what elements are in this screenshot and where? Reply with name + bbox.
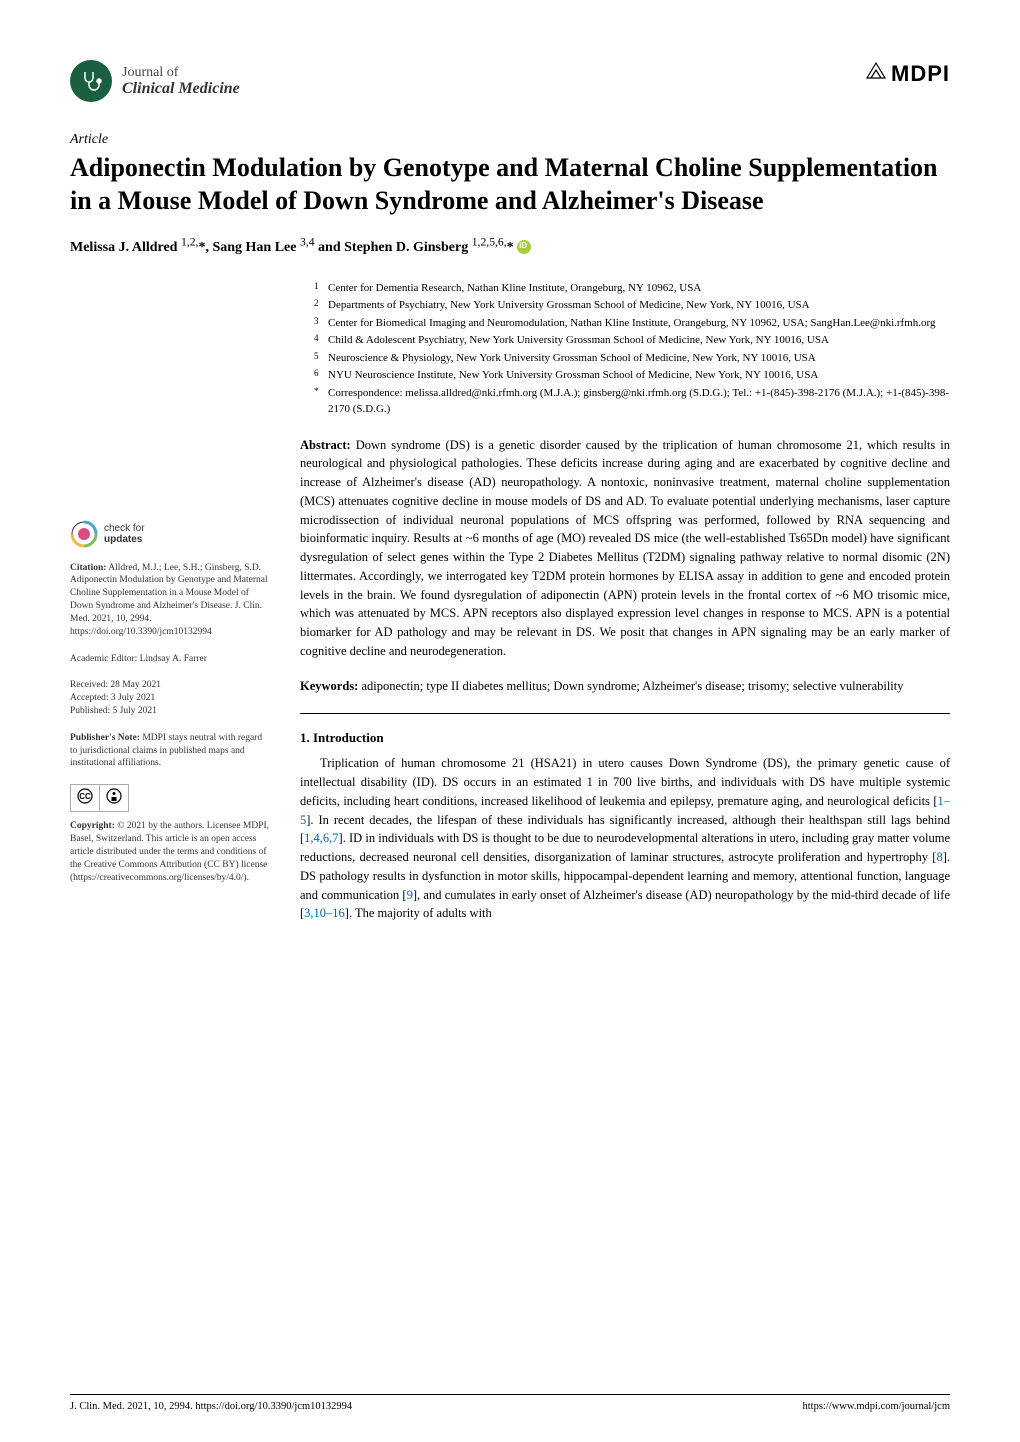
affiliation-number: 6 xyxy=(314,367,328,384)
publisher-name: MDPI xyxy=(891,61,950,87)
reference-link[interactable]: 1–5 xyxy=(300,794,950,827)
accepted-label: Accepted: xyxy=(70,693,111,703)
affiliation-number: 5 xyxy=(314,350,328,367)
accepted-date: 3 July 2021 xyxy=(111,693,155,703)
published-date: 5 July 2021 xyxy=(113,706,157,716)
footer: J. Clin. Med. 2021, 10, 2994. https://do… xyxy=(70,1394,950,1412)
received-date: 28 May 2021 xyxy=(110,680,161,690)
footer-left: J. Clin. Med. 2021, 10, 2994. https://do… xyxy=(70,1401,352,1412)
affiliation-row: 2Departments of Psychiatry, New York Uni… xyxy=(314,297,950,314)
journal-name-bottom: Clinical Medicine xyxy=(122,80,240,98)
footer-right: https://www.mdpi.com/journal/jcm xyxy=(803,1401,950,1412)
affiliation-row: 1Center for Dementia Research, Nathan Kl… xyxy=(314,280,950,297)
affiliation-number: 4 xyxy=(314,332,328,349)
stethoscope-icon xyxy=(70,60,112,102)
affiliation-text: Center for Biomedical Imaging and Neurom… xyxy=(328,315,950,332)
by-icon xyxy=(100,785,128,811)
header: Journal of Clinical Medicine MDPI xyxy=(70,60,950,102)
affiliation-text: Neuroscience & Physiology, New York Univ… xyxy=(328,350,950,367)
affiliation-text: Correspondence: melissa.alldred@nki.rfmh… xyxy=(328,385,950,418)
check-updates-top: check for xyxy=(104,523,145,534)
reference-link[interactable]: 1,4,6,7 xyxy=(304,831,338,845)
check-updates-bottom: updates xyxy=(104,534,142,545)
authors: Melissa J. Alldred 1,2,*, Sang Han Lee 3… xyxy=(70,235,950,256)
abstract-label: Abstract: xyxy=(300,438,351,452)
affiliation-number: * xyxy=(314,385,328,418)
journal-name-top: Journal of xyxy=(122,65,240,80)
publisher-note: Publisher's Note: MDPI stays neutral wit… xyxy=(70,732,270,770)
article-title: Adiponectin Modulation by Genotype and M… xyxy=(70,152,950,217)
copyright-label: Copyright: xyxy=(70,821,115,831)
affiliation-row: 4Child & Adolescent Psychiatry, New York… xyxy=(314,332,950,349)
affiliations: 1Center for Dementia Research, Nathan Kl… xyxy=(300,280,950,418)
citation-block: Citation: Alldred, M.J.; Lee, S.H.; Gins… xyxy=(70,562,270,639)
check-updates-icon xyxy=(70,520,98,548)
affiliation-row: *Correspondence: melissa.alldred@nki.rfm… xyxy=(314,385,950,418)
affiliation-row: 6NYU Neuroscience Institute, New York Un… xyxy=(314,367,950,384)
sidebar: check for updates Citation: Alldred, M.J… xyxy=(70,280,270,924)
reference-link[interactable]: 8 xyxy=(936,850,942,864)
cc-license-badge[interactable]: CC xyxy=(70,784,270,812)
affiliation-text: NYU Neuroscience Institute, New York Uni… xyxy=(328,367,950,384)
affiliation-number: 2 xyxy=(314,297,328,314)
section-1-heading: 1. Introduction xyxy=(300,730,950,746)
cc-icon: CC xyxy=(71,785,100,811)
reference-link[interactable]: 9 xyxy=(407,888,413,902)
check-updates-label: check for updates xyxy=(104,523,145,545)
keywords: Keywords: adiponectin; type II diabetes … xyxy=(300,677,950,696)
abstract-text: Down syndrome (DS) is a genetic disorder… xyxy=(300,438,950,658)
abstract: Abstract: Down syndrome (DS) is a geneti… xyxy=(300,436,950,661)
citation-text: Alldred, M.J.; Lee, S.H.; Ginsberg, S.D.… xyxy=(70,563,268,637)
reference-link[interactable]: 3,10–16 xyxy=(304,906,345,920)
editor-name: Lindsay A. Farrer xyxy=(140,654,207,664)
affiliation-text: Child & Adolescent Psychiatry, New York … xyxy=(328,332,950,349)
svg-text:CC: CC xyxy=(79,792,91,801)
journal-logo: Journal of Clinical Medicine xyxy=(70,60,240,102)
journal-name: Journal of Clinical Medicine xyxy=(122,65,240,98)
dates-block: Received: 28 May 2021 Accepted: 3 July 2… xyxy=(70,679,270,717)
editor-label: Academic Editor: xyxy=(70,654,140,664)
check-for-updates[interactable]: check for updates xyxy=(70,520,270,548)
publisher-logo: MDPI xyxy=(865,60,950,88)
copyright-block: Copyright: © 2021 by the authors. Licens… xyxy=(70,820,270,884)
editor-block: Academic Editor: Lindsay A. Farrer xyxy=(70,653,270,666)
affiliation-number: 3 xyxy=(314,315,328,332)
keywords-label: Keywords: xyxy=(300,679,358,693)
affiliation-text: Center for Dementia Research, Nathan Kli… xyxy=(328,280,950,297)
article-type: Article xyxy=(70,132,950,148)
keywords-text: adiponectin; type II diabetes mellitus; … xyxy=(358,679,903,693)
main-column: 1Center for Dementia Research, Nathan Kl… xyxy=(300,280,950,924)
orcid-icon[interactable] xyxy=(517,240,531,254)
mdpi-triangle-icon xyxy=(865,60,887,88)
affiliation-number: 1 xyxy=(314,280,328,297)
section-divider xyxy=(300,713,950,714)
published-label: Published: xyxy=(70,706,113,716)
affiliation-text: Departments of Psychiatry, New York Univ… xyxy=(328,297,950,314)
citation-label: Citation: xyxy=(70,563,106,573)
authors-text: Melissa J. Alldred 1,2,*, Sang Han Lee 3… xyxy=(70,240,514,255)
received-label: Received: xyxy=(70,680,110,690)
section-1-body: Triplication of human chromosome 21 (HSA… xyxy=(300,754,950,923)
affiliation-row: 3Center for Biomedical Imaging and Neuro… xyxy=(314,315,950,332)
pubnote-label: Publisher's Note: xyxy=(70,733,140,743)
affiliation-row: 5Neuroscience & Physiology, New York Uni… xyxy=(314,350,950,367)
